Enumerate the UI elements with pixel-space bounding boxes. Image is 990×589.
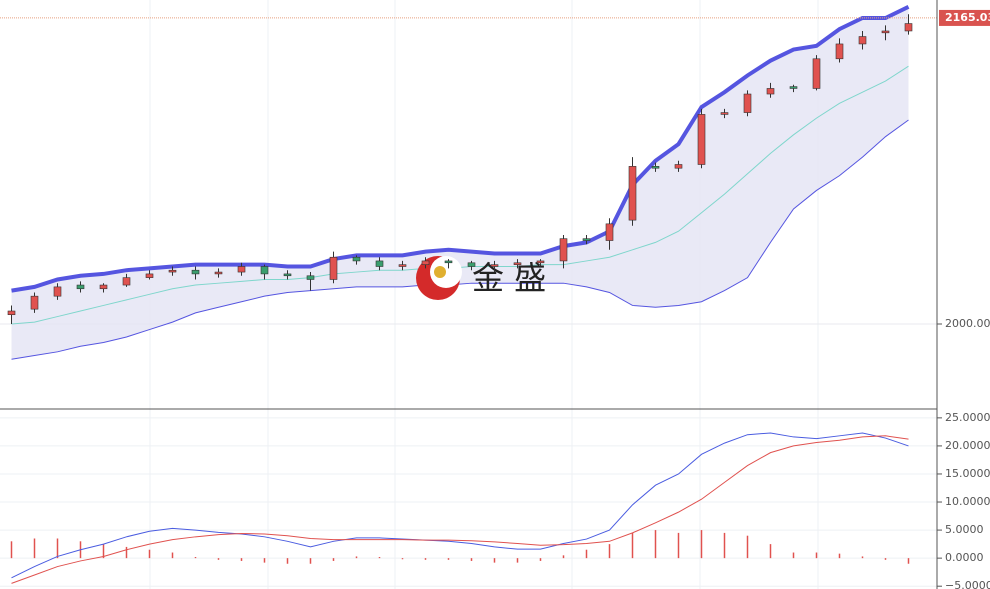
candle-body bbox=[99, 284, 108, 290]
lower-band bbox=[11, 119, 909, 360]
y-tick-label: 15.0000 bbox=[945, 467, 990, 480]
candle-body bbox=[467, 262, 476, 267]
candle-body bbox=[191, 269, 200, 275]
y-tick-label: 5.0000 bbox=[945, 523, 984, 536]
candle-body bbox=[743, 93, 752, 113]
logo-dot bbox=[434, 266, 446, 278]
candle-body bbox=[904, 23, 913, 32]
y-tick-label: −5.0000 bbox=[945, 579, 990, 589]
y-tick-label: 20.0000 bbox=[945, 439, 990, 452]
candle-body bbox=[122, 277, 131, 286]
watermark: 金 盛 bbox=[472, 259, 546, 297]
y-tick-label: 0.0000 bbox=[945, 551, 984, 564]
upper-band bbox=[11, 5, 910, 293]
candle-body bbox=[697, 114, 706, 165]
candle-body bbox=[582, 238, 591, 241]
candle-body bbox=[835, 43, 844, 60]
candle-body bbox=[605, 223, 614, 241]
candle-body bbox=[881, 30, 890, 34]
candle-body bbox=[720, 112, 729, 115]
candle-body bbox=[260, 266, 269, 275]
candle-body bbox=[30, 295, 39, 310]
candle-body bbox=[536, 260, 545, 264]
candle-body bbox=[559, 238, 568, 262]
candle-body bbox=[766, 88, 775, 95]
dea-line bbox=[11, 435, 909, 584]
candle-body bbox=[214, 271, 223, 275]
candle-body bbox=[858, 36, 867, 45]
candle-body bbox=[651, 166, 660, 169]
candle-body bbox=[789, 86, 798, 89]
y-tick-label: 25.0000 bbox=[945, 411, 990, 424]
candle-body bbox=[398, 264, 407, 267]
candle-body bbox=[329, 256, 338, 280]
last-price-label: 2165.03 bbox=[945, 11, 990, 24]
candle-body bbox=[76, 284, 85, 290]
dif-line bbox=[11, 432, 909, 579]
candle-body bbox=[628, 166, 637, 221]
candle-body bbox=[352, 256, 361, 262]
candle-body bbox=[674, 164, 683, 169]
candle-body bbox=[375, 260, 384, 267]
candle-body bbox=[237, 266, 246, 273]
candle-body bbox=[7, 310, 16, 316]
candle-body bbox=[444, 260, 453, 264]
y-tick-label: 2000.00 bbox=[945, 317, 990, 330]
candle-body bbox=[490, 264, 499, 267]
band-area bbox=[11, 6, 909, 360]
candle-body bbox=[53, 286, 62, 297]
candle-body bbox=[513, 262, 522, 265]
candle-body bbox=[145, 273, 154, 278]
candle-body bbox=[168, 269, 177, 273]
y-tick-label: 10.0000 bbox=[945, 495, 990, 508]
candle-body bbox=[421, 260, 430, 265]
candle-body bbox=[306, 275, 315, 280]
last-price-tag bbox=[939, 9, 990, 26]
candle-body bbox=[812, 58, 821, 89]
candle-body bbox=[283, 273, 292, 277]
